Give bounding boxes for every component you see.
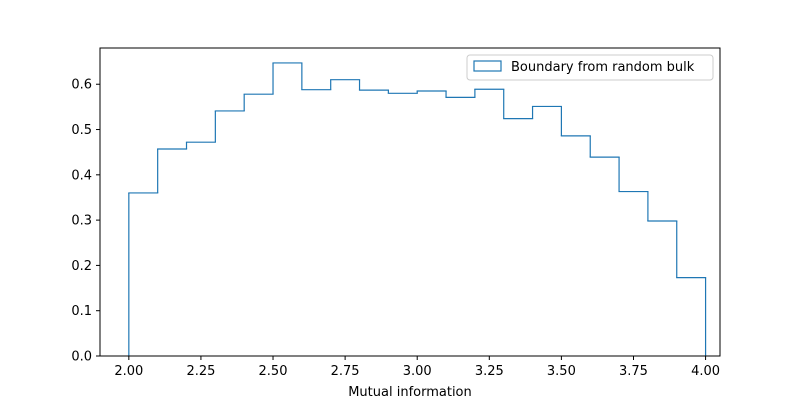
y-tick-label: 0.6 <box>71 78 92 93</box>
y-tick-label: 0.1 <box>71 304 92 319</box>
y-tick-label: 0.3 <box>71 214 92 229</box>
legend-frame <box>466 54 714 81</box>
legend: Boundary from random bulk <box>466 54 714 81</box>
x-tick-label: 3.25 <box>475 364 504 379</box>
x-axis: 2.00 2.25 2.50 2.75 3.00 3.25 3.50 3.75 4.00 <box>114 356 720 379</box>
legend-entry-label: Boundary from random bulk <box>511 60 695 75</box>
x-tick-label: 3.75 <box>619 364 648 379</box>
y-tick-label: 0.5 <box>71 123 92 138</box>
x-tick-label: 3.00 <box>403 364 432 379</box>
legend-swatch <box>473 60 502 72</box>
x-tick-label: 4.00 <box>691 364 720 379</box>
y-tick-label: 0.2 <box>71 259 92 274</box>
y-tick-label: 0.0 <box>71 350 92 365</box>
y-tick-label: 0.4 <box>71 168 92 183</box>
x-tick-label: 2.25 <box>186 364 215 379</box>
x-tick-label: 3.50 <box>547 364 576 379</box>
y-axis: 0.0 0.1 0.2 0.3 0.4 0.5 0.6 <box>71 78 100 365</box>
x-tick-label: 2.00 <box>114 364 143 379</box>
plot-area <box>99 47 721 357</box>
axes-frame <box>99 47 721 357</box>
x-tick-label: 2.75 <box>331 364 360 379</box>
x-axis-label: Mutual information <box>348 385 472 400</box>
x-tick-label: 2.50 <box>259 364 288 379</box>
